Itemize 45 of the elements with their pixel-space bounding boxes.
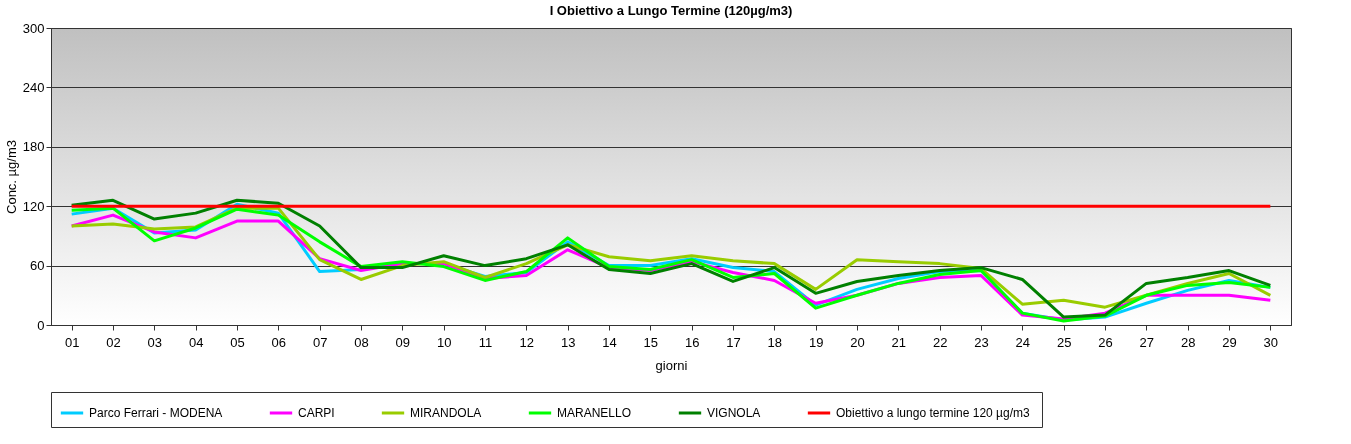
x-tick-label: 10 [436,334,452,350]
x-tick-label: 22 [932,334,948,350]
x-tick-label: 03 [147,334,163,350]
y-axis-title: Conc. µg/m3 [3,140,19,214]
x-tick-label: 24 [1015,334,1031,350]
x-tick-label: 14 [602,334,617,350]
x-tick-label: 02 [106,334,121,350]
y-tick-label: 60 [30,258,45,274]
x-tick-label: 07 [312,334,328,350]
x-tick-label: 01 [64,334,80,350]
x-tick-label: 26 [1098,334,1113,350]
x-tick-label: 27 [1139,334,1155,350]
y-tick-label: 180 [22,139,45,155]
x-tick-label: 12 [519,334,535,350]
chart-title: I Obiettivo a Lungo Termine (120µg/m3) [549,3,793,18]
x-tick-label: 30 [1263,334,1279,350]
x-tick-label: 29 [1222,334,1237,350]
y-tick-label: 0 [37,317,45,333]
y-tick-label: 120 [22,198,45,214]
y-tick-label: 300 [22,20,45,36]
legend-label: Parco Ferrari - MODENA [89,406,223,420]
y-tick-label: 240 [22,79,45,95]
x-tick-label: 19 [808,334,824,350]
x-tick-label: 28 [1180,334,1196,350]
legend-label: MARANELLO [557,406,632,420]
x-tick-label: 05 [230,334,245,350]
x-tick-label: 15 [643,334,659,350]
x-tick-label: 18 [767,334,783,350]
x-tick-label: 08 [354,334,369,350]
x-tick-label: 11 [478,334,493,350]
legend-label: VIGNOLA [707,406,761,420]
legend-label: CARPI [298,406,335,420]
x-tick-label: 13 [560,334,576,350]
x-tick-label: 17 [726,334,741,350]
legend-label: Obiettivo a lungo termine 120 µg/m3 [836,406,1031,420]
x-tick-label: 21 [891,334,907,350]
x-axis-title: giorni [655,357,688,373]
x-tick-label: 23 [974,334,989,350]
x-tick-label: 09 [395,334,411,350]
x-tick-label: 06 [271,334,287,350]
x-tick-label: 20 [850,334,865,350]
x-tick-label: 16 [684,334,700,350]
x-tick-label: 04 [188,334,204,350]
legend-label: MIRANDOLA [410,406,482,420]
x-tick-label: 25 [1056,334,1072,350]
